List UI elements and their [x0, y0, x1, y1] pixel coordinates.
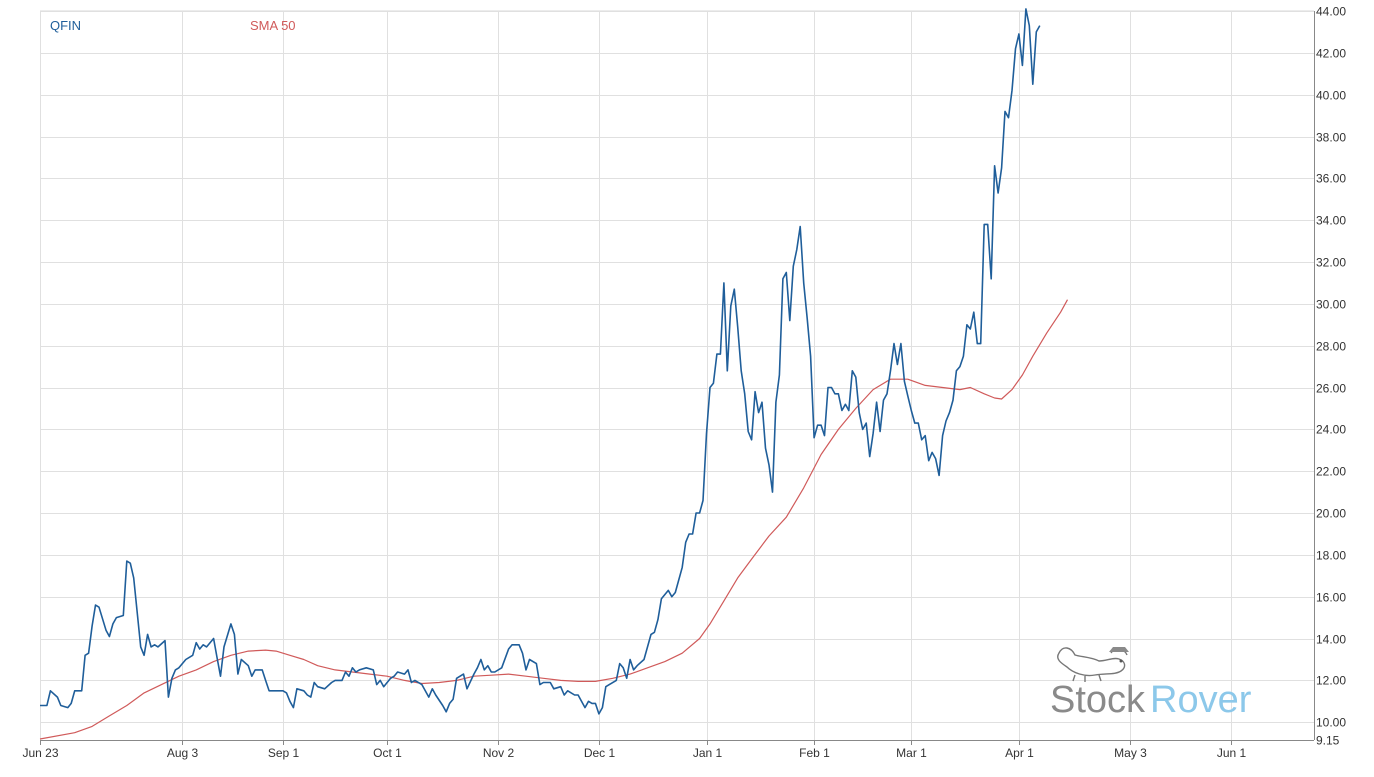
x-tick-label: Oct 1	[373, 746, 402, 760]
y-tick-label: 16.00	[1316, 591, 1346, 605]
y-tick-label: 32.00	[1316, 256, 1346, 270]
y-tick-label: 42.00	[1316, 47, 1346, 61]
x-tick-label: Nov 2	[483, 746, 515, 760]
logo-text-stock: Stock	[1050, 679, 1146, 721]
x-tick-label: May 3	[1114, 746, 1147, 760]
y-tick-label: 28.00	[1316, 340, 1346, 354]
y-tick-label: 36.00	[1316, 172, 1346, 186]
y-tick-label: 40.00	[1316, 89, 1346, 103]
legend: QFIN SMA 50	[50, 18, 296, 33]
y-tick-label: 34.00	[1316, 214, 1346, 228]
series-line-qfin	[40, 8, 1041, 715]
series-layer	[39, 8, 1069, 740]
y-tick-label: 14.00	[1316, 633, 1346, 647]
x-tick-label: Feb 1	[799, 746, 830, 760]
x-tick-label: Mar 1	[896, 746, 927, 760]
y-tick-label: 24.00	[1316, 423, 1346, 437]
dog-icon	[1057, 647, 1129, 682]
legend-sma50[interactable]: SMA 50	[250, 18, 296, 33]
x-tick-label: Aug 3	[167, 746, 199, 760]
y-tick-label: 38.00	[1316, 131, 1346, 145]
y-tick-label: 30.00	[1316, 298, 1346, 312]
watermark-logo: Stock Rover	[1050, 647, 1252, 721]
grid-layer	[40, 10, 1314, 740]
y-tick-label: 10.00	[1316, 716, 1346, 730]
y-tick-label: 12.00	[1316, 674, 1346, 688]
x-tick-label: Jun 23	[22, 746, 58, 760]
x-tick-label: Sep 1	[268, 746, 300, 760]
y-tick-label: 44.00	[1316, 5, 1346, 19]
x-tick-label: Jun 1	[1217, 746, 1247, 760]
series-line-sma-50	[39, 299, 1069, 740]
x-tick-label: Jan 1	[693, 746, 723, 760]
y-tick-label: 22.00	[1316, 465, 1346, 479]
axis-layer: 9.15 10.00 12.00 14.00 16.00 18.00 20.00 22.00 2…	[22, 5, 1346, 761]
y-tick-label: 9.15	[1316, 734, 1340, 748]
y-tick-label: 18.00	[1316, 549, 1346, 563]
x-tick-label: Apr 1	[1005, 746, 1034, 760]
y-tick-label: 20.00	[1316, 507, 1346, 521]
x-tick-label: Dec 1	[584, 746, 616, 760]
logo-text-rover: Rover	[1150, 679, 1252, 721]
legend-qfin[interactable]: QFIN	[50, 18, 81, 33]
y-tick-label: 26.00	[1316, 382, 1346, 396]
